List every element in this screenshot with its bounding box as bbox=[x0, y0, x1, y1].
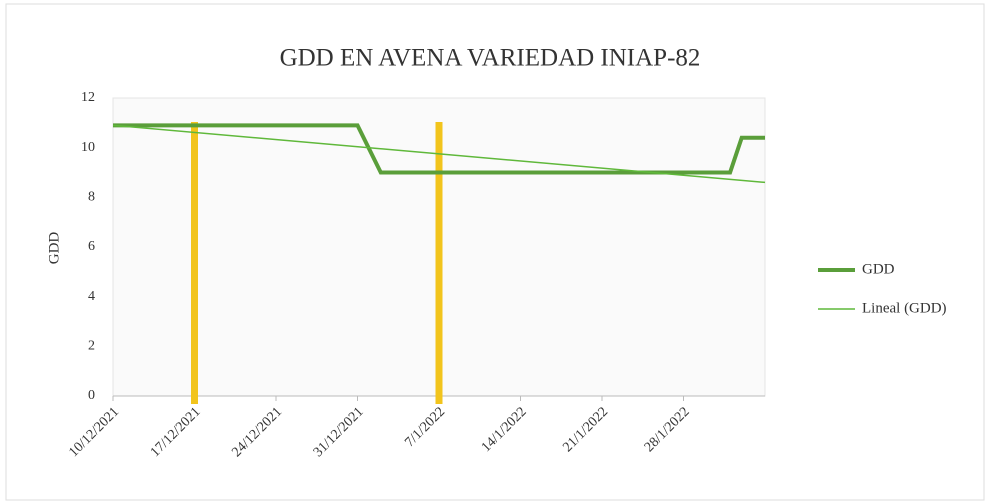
y-tick-label: 12 bbox=[81, 90, 95, 105]
y-axis-label: GDD bbox=[46, 232, 62, 265]
y-tick-label: 6 bbox=[88, 239, 95, 254]
legend-label: GDD bbox=[862, 261, 895, 277]
y-tick-label: 8 bbox=[88, 190, 95, 205]
chart: GDD EN AVENA VARIEDAD INIAP-82 GDD 0 2 4 6 8… bbox=[0, 0, 991, 504]
page: {"chart_data": {"type": "line", "title":… bbox=[0, 0, 991, 504]
legend-label: Lineal (GDD) bbox=[862, 300, 947, 316]
chart-title: GDD EN AVENA VARIEDAD INIAP-82 bbox=[280, 45, 701, 72]
y-tick-label: 2 bbox=[88, 339, 95, 354]
y-tick-label: 4 bbox=[88, 289, 95, 304]
y-tick-label: 0 bbox=[88, 388, 95, 403]
y-tick-label: 10 bbox=[81, 140, 95, 155]
